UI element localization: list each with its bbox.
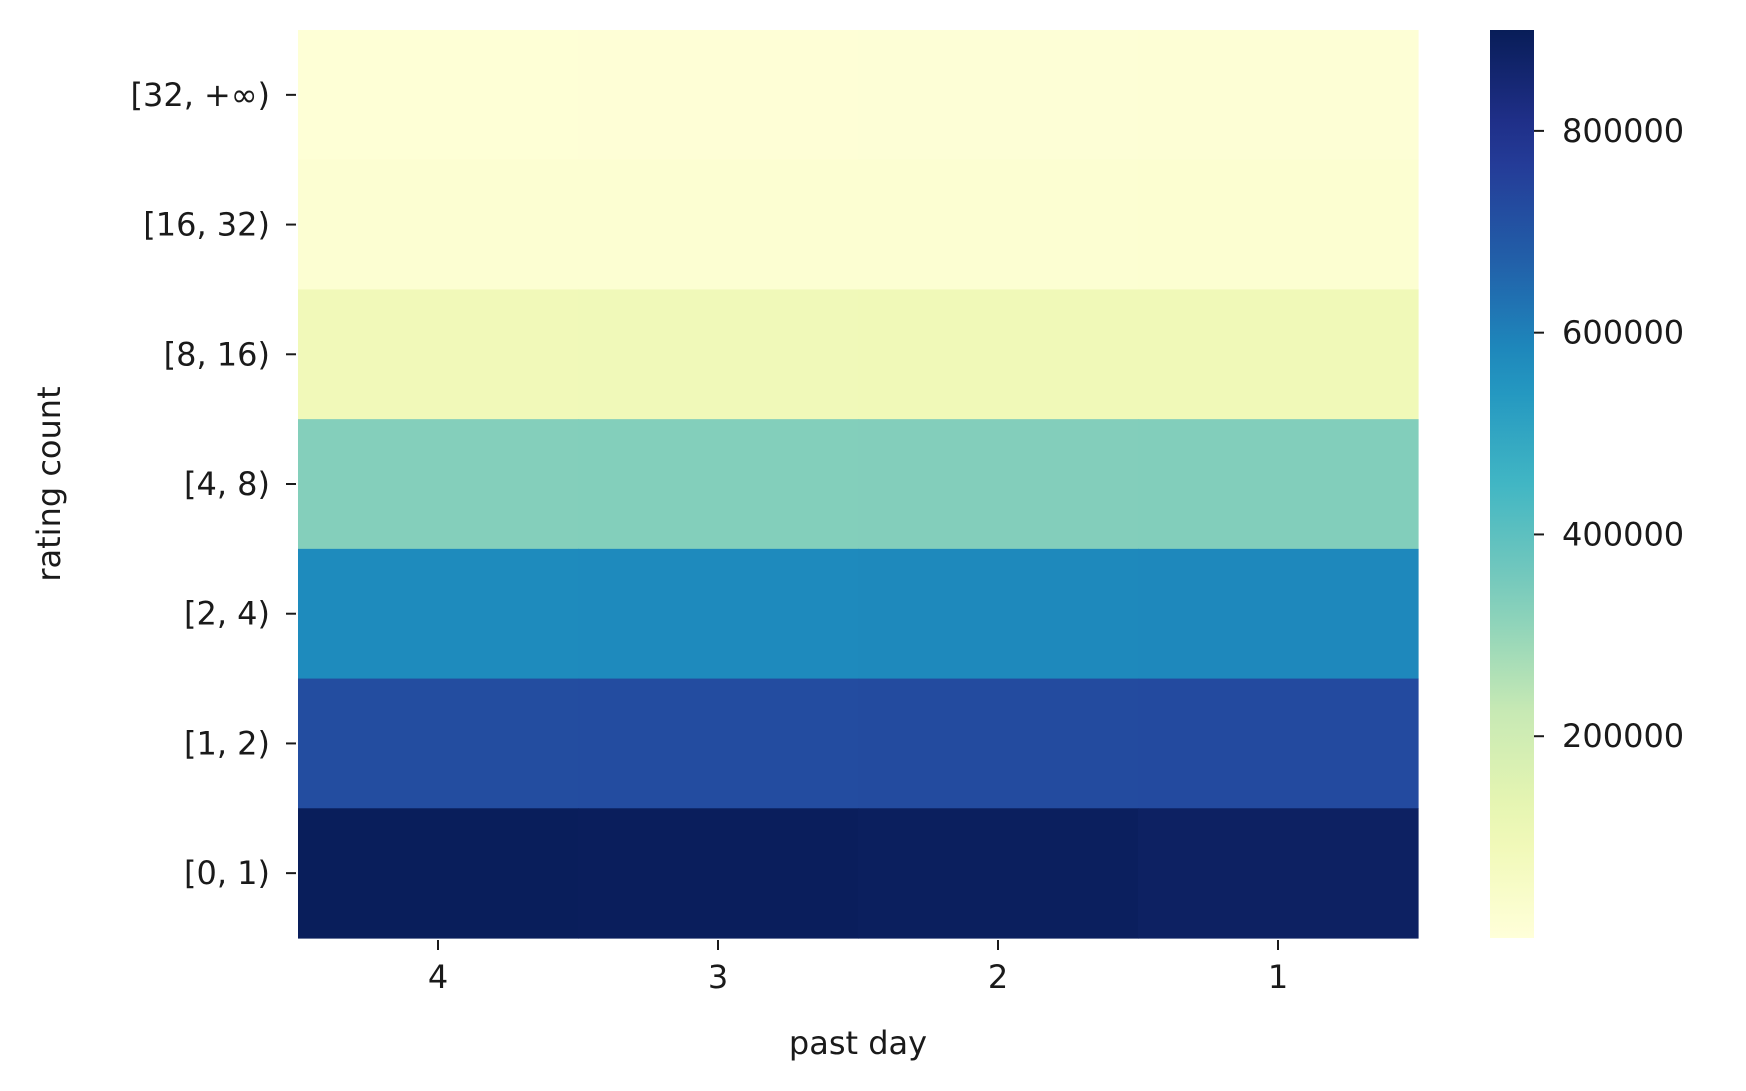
y-tick-label: [8, 16)	[164, 335, 270, 373]
heatmap-cell	[858, 30, 1139, 161]
colorbar-tick-label: 800000	[1562, 112, 1684, 150]
heatmap-cell	[578, 548, 859, 680]
colorbar-ticks: 200000 400000 600000 800000	[1534, 112, 1684, 755]
heatmap-cell	[858, 159, 1139, 291]
heatmap-cell	[858, 548, 1139, 680]
x-axis-label: past day	[789, 1024, 927, 1062]
x-axis: 4 3 2 1	[428, 940, 1288, 996]
heatmap-cell	[1138, 289, 1419, 420]
heatmap-cell	[578, 289, 859, 420]
y-axis: [32, +∞) [16, 32) [8, 16) [4, 8) [2, 4) [1, 2…	[131, 76, 296, 892]
x-tick-label: 4	[428, 958, 448, 996]
y-tick-label: [16, 32)	[143, 206, 270, 244]
heatmap-cell	[858, 678, 1139, 809]
heatmap-cell	[1138, 159, 1419, 291]
heatmap-cell	[298, 289, 579, 420]
heatmap-cell	[858, 808, 1139, 939]
colorbar-tick-label: 600000	[1562, 314, 1684, 352]
heatmap-cell	[578, 159, 859, 291]
heatmap-cell	[298, 678, 579, 809]
heatmap-cell	[298, 30, 579, 161]
heatmap-cell	[298, 159, 579, 291]
heatmap-cell	[298, 548, 579, 680]
x-tick-label: 2	[988, 958, 1008, 996]
heatmap-cell	[578, 678, 859, 809]
x-tick-label: 3	[708, 958, 728, 996]
y-tick-label: [32, +∞)	[131, 76, 271, 114]
heatmap-cell	[298, 808, 579, 939]
y-tick-label: [4, 8)	[184, 465, 270, 503]
colorbar: 200000 400000 600000 800000	[1490, 30, 1684, 938]
heatmap-cell	[858, 289, 1139, 420]
colorbar-gradient	[1490, 30, 1534, 938]
heatmap-cell	[1138, 808, 1419, 939]
y-tick-label: [2, 4)	[184, 595, 270, 633]
y-tick-label: [1, 2)	[184, 724, 270, 762]
heatmap-cell	[1138, 548, 1419, 680]
heatmap-cell	[1138, 30, 1419, 161]
y-tick-label: [0, 1)	[184, 854, 270, 892]
colorbar-tick-label: 400000	[1562, 515, 1684, 553]
heatmap-cell	[578, 808, 859, 939]
colorbar-tick-label: 200000	[1562, 717, 1684, 755]
heatmap-cell	[1138, 419, 1419, 550]
y-axis-label: rating count	[30, 386, 68, 581]
heatmap-cell	[858, 419, 1139, 550]
heatmap-cell	[298, 419, 579, 550]
heatmap-cell	[578, 30, 859, 161]
heatmap-cell	[578, 419, 859, 550]
x-tick-label: 1	[1268, 958, 1288, 996]
heatmap-cells	[298, 30, 1419, 939]
heatmap-cell	[1138, 678, 1419, 809]
